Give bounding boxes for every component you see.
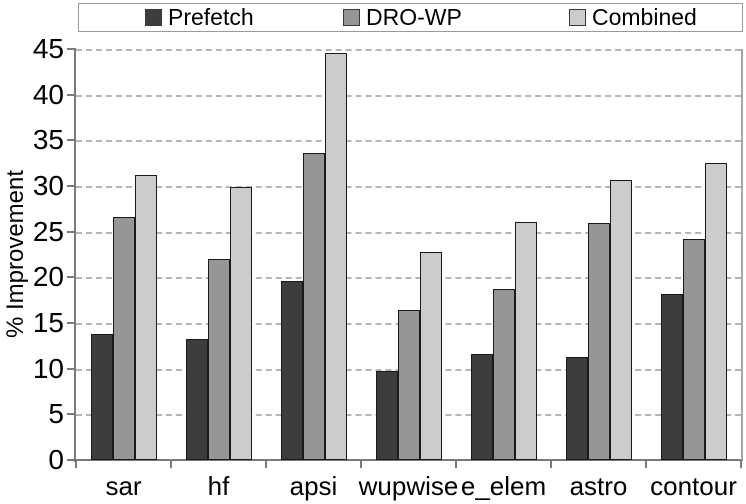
bar-dro-wp-contour bbox=[682, 239, 705, 460]
category-label-wupwise: wupwise bbox=[358, 471, 459, 501]
category-label-contour: contour bbox=[650, 471, 737, 501]
y-tick-label: 15 bbox=[32, 307, 64, 338]
y-tick-label: 40 bbox=[32, 78, 64, 110]
gridline bbox=[76, 49, 741, 51]
x-axis-tick bbox=[170, 460, 172, 468]
x-axis-tick bbox=[75, 460, 77, 468]
y-axis-tick bbox=[67, 276, 76, 279]
x-axis-tick bbox=[550, 460, 552, 468]
y-tick-label: 45 bbox=[32, 33, 64, 64]
y-tick-label: 10 bbox=[32, 352, 64, 384]
plot-area bbox=[67, 48, 743, 468]
y-axis-tick bbox=[67, 139, 76, 142]
bar-prefetch-contour bbox=[660, 293, 683, 460]
y-axis-tick bbox=[67, 93, 76, 96]
y-axis-tick bbox=[67, 322, 76, 324]
bar-combined-astro bbox=[609, 179, 632, 460]
bar-prefetch-astro bbox=[565, 356, 588, 460]
gridline bbox=[76, 94, 741, 97]
y-axis-tick bbox=[67, 367, 76, 370]
bar-dro-wp-e_elem bbox=[492, 289, 515, 460]
bar-combined-wupwise bbox=[419, 251, 442, 460]
bar-combined-contour bbox=[704, 163, 727, 460]
chart-legend: Prefetch DRO-WP Combined bbox=[78, 3, 743, 32]
x-axis-tick bbox=[360, 460, 362, 468]
y-tick-label: 25 bbox=[32, 215, 64, 247]
category-label-hf: hf bbox=[207, 471, 230, 501]
y-axis-tick bbox=[67, 230, 76, 233]
y-axis-tick bbox=[67, 48, 76, 50]
legend-label: Prefetch bbox=[168, 4, 254, 30]
category-label-sar: sar bbox=[105, 471, 142, 501]
category-label-apsi: apsi bbox=[289, 471, 338, 501]
bar-prefetch-sar bbox=[90, 334, 113, 460]
bar-dro-wp-astro bbox=[587, 222, 610, 460]
y-axis-tick bbox=[67, 185, 76, 187]
y-axis-tick bbox=[67, 459, 76, 461]
legend-label: DRO-WP bbox=[366, 4, 462, 30]
legend-item-prefetch: Prefetch bbox=[145, 4, 254, 31]
category-label-e_elem: e_elem bbox=[460, 471, 547, 501]
y-axis-tick bbox=[67, 413, 76, 416]
category-label-astro: astro bbox=[569, 471, 628, 501]
x-axis-line bbox=[74, 459, 743, 461]
bar-prefetch-e_elem bbox=[470, 354, 493, 460]
bar-dro-wp-hf bbox=[207, 259, 230, 460]
x-axis-tick bbox=[645, 460, 647, 468]
bar-combined-sar bbox=[134, 175, 157, 460]
x-axis-tick bbox=[455, 460, 457, 468]
legend-item-dro-wp: DRO-WP bbox=[343, 4, 462, 31]
x-axis-tick bbox=[740, 460, 742, 468]
bar-dro-wp-wupwise bbox=[397, 310, 420, 460]
y-tick-label: 30 bbox=[32, 170, 64, 201]
bar-combined-apsi bbox=[324, 52, 347, 460]
gridline bbox=[76, 140, 741, 143]
gridline bbox=[76, 277, 741, 280]
legend-swatch-icon bbox=[145, 9, 162, 26]
y-tick-label: 20 bbox=[32, 261, 64, 293]
legend-item-combined: Combined bbox=[569, 4, 697, 31]
bar-combined-e_elem bbox=[514, 221, 537, 460]
bar-dro-wp-sar bbox=[112, 217, 135, 460]
legend-label: Combined bbox=[592, 4, 697, 30]
y-tick-label: 0 bbox=[48, 444, 64, 475]
bar-dro-wp-apsi bbox=[302, 153, 325, 460]
bar-prefetch-wupwise bbox=[375, 371, 398, 460]
x-axis-tick bbox=[265, 460, 267, 468]
y-tick-label: 5 bbox=[48, 398, 64, 430]
gridline bbox=[76, 231, 741, 234]
y-tick-label: 35 bbox=[32, 124, 64, 156]
legend-swatch-icon bbox=[569, 9, 586, 26]
bar-combined-hf bbox=[229, 186, 252, 460]
y-axis-line bbox=[74, 49, 76, 462]
legend-swatch-icon bbox=[343, 9, 360, 26]
bar-prefetch-hf bbox=[185, 338, 208, 460]
gridline bbox=[76, 186, 741, 188]
bar-prefetch-apsi bbox=[280, 281, 303, 460]
